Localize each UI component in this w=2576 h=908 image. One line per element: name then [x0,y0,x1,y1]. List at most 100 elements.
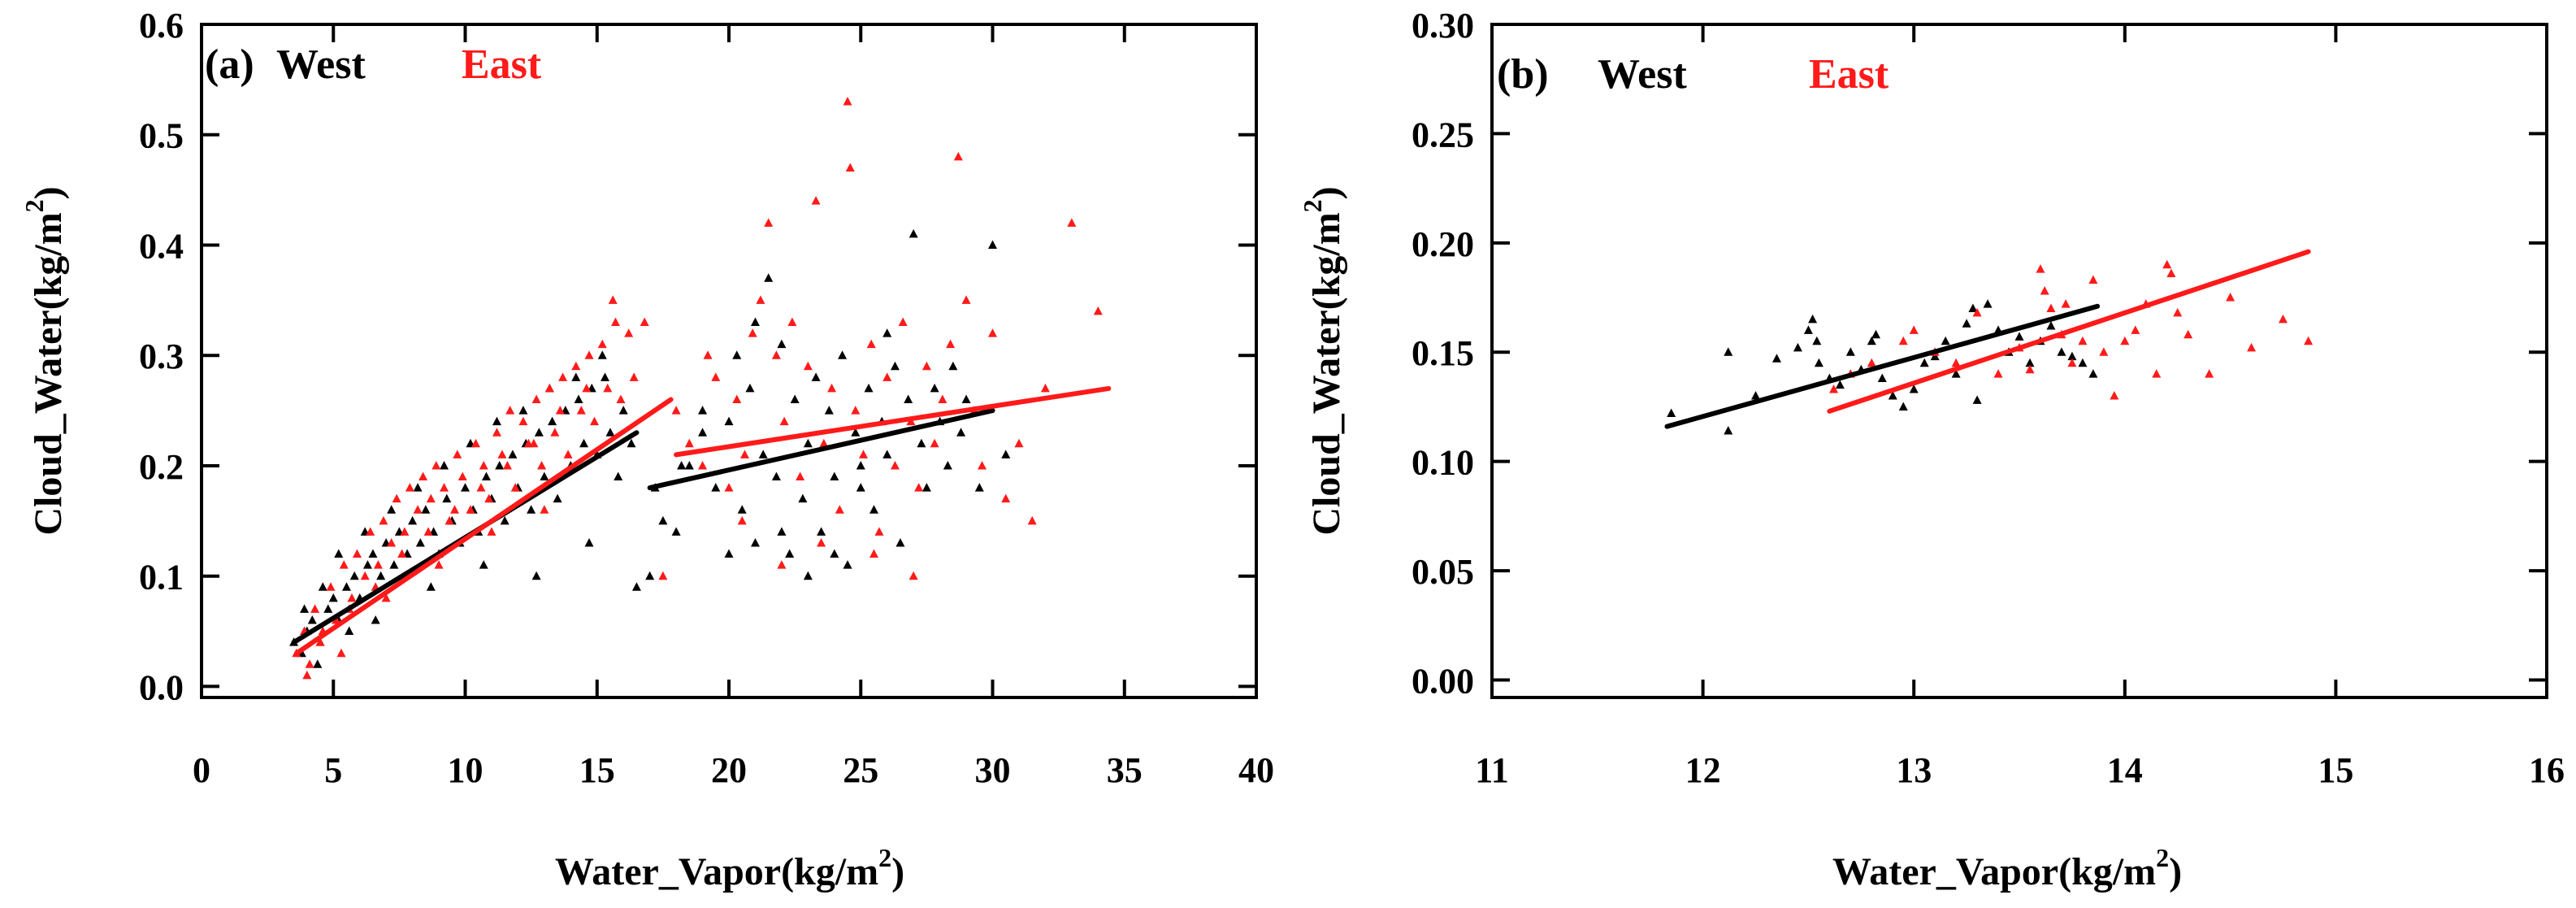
west-data-point [426,582,436,591]
west-data-point [869,505,878,514]
panel-a-legend-west: West [276,41,366,88]
east-data-point [608,295,618,304]
west-data-point [1812,336,1822,345]
east-data-point [487,527,497,536]
east-data-point [440,483,449,492]
west-data-point [1001,450,1011,458]
west-data-point [658,515,668,525]
y-tick-label: 0.20 [1412,224,1474,264]
west-data-point [930,383,939,393]
panel-b-frame [1490,23,2548,699]
east-data-point [624,328,634,337]
east-data-point [796,471,805,481]
west-data-point [758,450,768,458]
west-data-point [1962,319,1971,328]
x-tick-label: 0 [193,750,210,790]
west-data-point [323,604,333,613]
east-data-point [640,317,649,326]
panel-a-ylabel-main: Cloud_Water(kg/m [27,212,70,535]
west-data-point [531,571,541,580]
west-data-point [1845,347,1855,356]
east-data-point [2304,336,2314,345]
panel-a-ylabel-sup: 2 [20,199,49,212]
west-data-point [579,438,589,448]
west-data-point [811,372,821,381]
east-data-point [1027,515,1037,525]
east-data-point [2162,259,2172,269]
west-data-point [856,460,865,470]
west-data-point [618,406,628,415]
y-tick-label: 0.00 [1412,661,1474,701]
west-data-point [896,537,905,547]
west-data-point [1941,336,1950,345]
east-data-point [2025,364,2035,374]
east-data-point [737,515,747,525]
west-data-point [300,604,310,613]
east-data-point [310,604,320,613]
panel-a-y-axis-title: Cloud_Water(kg/m2) [20,186,70,535]
west-data-point [671,527,681,536]
west-data-point [948,361,958,371]
east-data-point [2110,391,2119,400]
east-data-point [466,505,475,514]
east-data-point [978,460,987,470]
y-tick-label: 0.3 [139,337,184,376]
east-fit-line [674,385,1112,458]
west-data-point [492,416,501,426]
y-tick-label: 0.25 [1412,115,1474,154]
panel-b-ylabel-sup: 2 [1298,199,1327,212]
east-data-point [2184,329,2193,339]
west-data-point [909,228,918,238]
x-tick-label: 25 [843,750,878,790]
west-data-point [2046,320,2056,330]
west-data-point [1724,426,1733,435]
east-data-point [961,295,971,304]
west-data-point [307,615,317,624]
east-data-point [366,527,375,536]
west-data-point [1667,408,1676,418]
east-data-point [432,460,441,470]
west-data-point [500,515,510,525]
east-data-point [418,471,428,481]
west-data-point [838,350,848,359]
x-tick-label: 15 [2318,750,2353,790]
east-data-point [874,527,884,536]
east-data-point [616,394,626,404]
west-data-point [368,549,378,558]
west-data-point [548,416,557,426]
east-data-point [331,615,340,624]
east-data-point [988,328,997,337]
panel-b-ylabel-main: Cloud_Water(kg/m [1305,212,1348,535]
panel-a-xlabel-sup: 2 [878,843,891,872]
west-data-point [771,471,781,481]
east-data-point [1093,306,1103,315]
east-data-point [458,471,467,481]
east-data-point [405,483,414,492]
panel-b-label: (b) [1497,51,1549,98]
east-data-point [505,406,515,415]
west-data-point [1968,303,1978,312]
west-data-point [798,493,808,503]
east-data-point [497,450,507,458]
y-tick-label: 0.10 [1412,443,1474,483]
west-data-point [698,406,708,415]
east-data-point [2078,336,2088,345]
west-data-point [479,560,488,569]
east-data-point [2152,369,2162,378]
east-data-point [2061,299,2071,308]
west-data-point [1919,358,1929,367]
west-data-point [843,560,852,569]
west-data-point [1871,329,1880,339]
west-data-point [817,527,826,536]
east-data-point [302,670,312,680]
west-data-point [1814,358,1824,367]
panel-a-y-ticks: 0.0 0.1 0.2 0.3 0.4 0.5 0.6 [139,6,1256,707]
east-data-point [671,406,681,415]
east-data-point [2247,342,2257,352]
west-data-point [442,493,452,503]
west-data-point [362,560,372,569]
west-data-point [341,582,351,591]
west-data-point [1898,402,1908,411]
west-fit-line [1664,303,2101,429]
east-data-point [858,450,868,458]
